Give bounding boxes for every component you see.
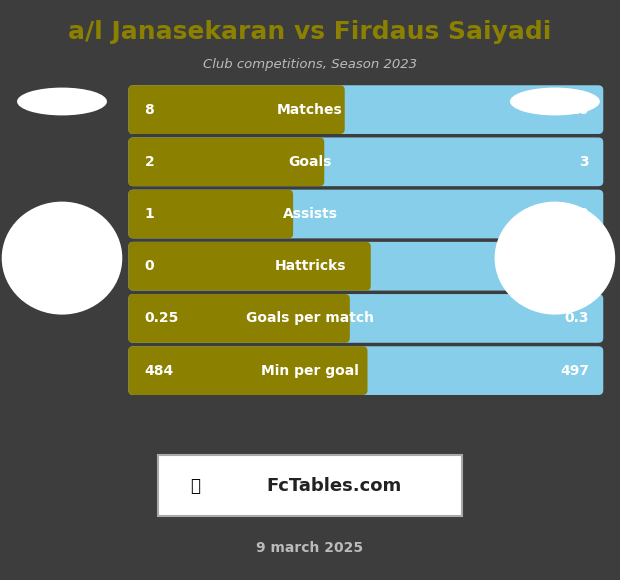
- Text: 0: 0: [579, 259, 589, 273]
- FancyBboxPatch shape: [128, 242, 603, 291]
- Text: FcTables.com: FcTables.com: [266, 477, 401, 495]
- Text: Club competitions, Season 2023: Club competitions, Season 2023: [203, 58, 417, 71]
- Ellipse shape: [17, 88, 107, 115]
- Text: 9 march 2025: 9 march 2025: [257, 541, 363, 555]
- FancyBboxPatch shape: [128, 137, 324, 186]
- Text: 3: 3: [579, 155, 589, 169]
- Text: 497: 497: [560, 364, 589, 378]
- FancyBboxPatch shape: [128, 346, 603, 395]
- FancyBboxPatch shape: [128, 294, 350, 343]
- FancyBboxPatch shape: [128, 190, 293, 238]
- Text: a/l Janasekaran vs Firdaus Saiyadi: a/l Janasekaran vs Firdaus Saiyadi: [68, 20, 552, 44]
- FancyBboxPatch shape: [128, 242, 371, 291]
- Text: 484: 484: [144, 364, 174, 378]
- Text: 2: 2: [144, 155, 154, 169]
- Text: Assists: Assists: [283, 207, 337, 221]
- Text: 10: 10: [570, 103, 589, 117]
- Circle shape: [496, 203, 614, 313]
- Text: Goals per match: Goals per match: [246, 311, 374, 325]
- Ellipse shape: [510, 88, 600, 115]
- Text: Matches: Matches: [277, 103, 343, 117]
- FancyBboxPatch shape: [128, 85, 345, 134]
- Text: 0: 0: [144, 259, 154, 273]
- Text: Min per goal: Min per goal: [261, 364, 359, 378]
- FancyBboxPatch shape: [128, 294, 603, 343]
- Text: 8: 8: [144, 103, 154, 117]
- Text: 2: 2: [579, 207, 589, 221]
- FancyBboxPatch shape: [128, 137, 603, 186]
- FancyBboxPatch shape: [128, 346, 368, 395]
- FancyBboxPatch shape: [128, 190, 603, 238]
- Text: 📊: 📊: [190, 477, 200, 495]
- Circle shape: [3, 203, 121, 313]
- FancyBboxPatch shape: [128, 85, 603, 134]
- Text: 0.3: 0.3: [564, 311, 589, 325]
- Text: Hattricks: Hattricks: [274, 259, 346, 273]
- Text: 1: 1: [144, 207, 154, 221]
- Text: Goals: Goals: [288, 155, 332, 169]
- FancyBboxPatch shape: [158, 455, 462, 516]
- Text: 0.25: 0.25: [144, 311, 179, 325]
